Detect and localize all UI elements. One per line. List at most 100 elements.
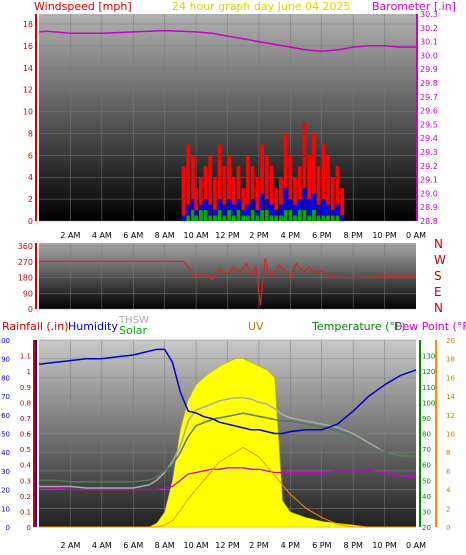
gust-bar (255, 177, 260, 221)
wind-x-tick-label: 10 PM (372, 231, 397, 240)
low-wind-bar (307, 215, 312, 221)
gust-bar (236, 166, 241, 221)
gust-bar (283, 133, 288, 221)
uv-tick-label: 0 (446, 524, 450, 532)
direction-tick-label: 0 (28, 305, 33, 314)
barometer-tick-label: 29.3 (420, 148, 438, 157)
barometer-tick-label: 29.2 (420, 162, 438, 171)
uv-tick-label: 2 (446, 505, 450, 513)
average-wind-bar (222, 204, 227, 221)
average-wind-bar (316, 204, 321, 221)
gust-bar (241, 188, 246, 221)
gust-bar (217, 144, 222, 221)
wind-x-tick-label: 2 AM (60, 231, 80, 240)
gust-bar (246, 155, 250, 221)
rain-tick-label: 0.8 (20, 399, 31, 407)
wind-x-tick-label: 10 AM (184, 231, 209, 240)
low-wind-bar (260, 210, 264, 221)
low-wind-bar (297, 210, 302, 221)
low-wind-bar (194, 215, 198, 221)
wind-tick-label: 16 (23, 42, 33, 51)
gust-bar (274, 188, 279, 221)
wind-x-tick-label: 4 AM (92, 231, 112, 240)
humidity-tick-label: 20 (1, 487, 10, 495)
wind-x-tick-label: 6 PM (312, 231, 331, 240)
wind-tick-label: 4 (28, 173, 33, 182)
uv-tick-label: 10 (446, 431, 455, 439)
gust-bar (321, 144, 326, 221)
uv-tick-label: 14 (446, 393, 455, 401)
low-wind-bar (302, 210, 307, 221)
low-wind-bar (288, 210, 293, 221)
humidity-tick-label: 90 (1, 356, 10, 364)
humidity-tick-label: 0 (6, 524, 10, 532)
barometer-tick-label: 30.0 (420, 51, 438, 60)
barometer-tick-label: 29.1 (420, 176, 438, 185)
average-wind-bar (340, 215, 345, 221)
legend-uv: UV (248, 320, 264, 333)
climate-x-tick-label: 4 AM (92, 541, 112, 550)
direction-line (39, 258, 416, 306)
low-wind-bar (335, 215, 340, 221)
gust-bar (250, 166, 255, 221)
low-wind-bar (203, 210, 208, 221)
low-wind-bar (213, 215, 217, 221)
uv-tick-label: 6 (446, 468, 451, 476)
barometer-tick-label: 29.6 (420, 107, 438, 116)
rain-tick-label: 0.1 (20, 508, 31, 516)
legend-humidity: Humidity (68, 320, 118, 333)
temperature-tick-label: 20 (422, 524, 431, 532)
gust-bar (340, 188, 345, 221)
low-wind-bar (217, 210, 222, 221)
average-wind-bar (321, 199, 326, 221)
compass-letter: N (434, 237, 443, 251)
low-wind-bar (186, 215, 191, 221)
gust-bar (194, 188, 198, 221)
gust-bar (316, 166, 321, 221)
barometer-tick-label: 28.8 (420, 217, 438, 226)
wind-axis-title: Windspeed [mph] (34, 0, 132, 13)
average-wind-bar (260, 193, 264, 221)
climate-x-tick-label: 0 AM (406, 541, 426, 550)
uv-tick-label: 8 (446, 449, 450, 457)
humidity-line (38, 348, 417, 435)
temperature-tick-label: 30 (422, 508, 431, 516)
chart-title: 24 hour graph day June 04 2025 (172, 0, 351, 13)
low-wind-bar (283, 210, 288, 221)
temperature-tick-label: 100 (422, 399, 435, 407)
gust-bar (335, 166, 340, 221)
low-wind-bar (250, 210, 255, 221)
gust-bar (198, 177, 203, 221)
climate-x-tick-label: 2 AM (60, 541, 80, 550)
temperature-tick-label: 90 (422, 415, 431, 423)
temperature-tick-label: 70 (422, 446, 431, 454)
barometer-line (38, 29, 416, 53)
temperature-tick-label: 60 (422, 462, 431, 470)
wind-tick-label: 18 (23, 20, 33, 29)
low-wind-bar (274, 215, 279, 221)
climate-x-tick-label: 12 PM (215, 541, 240, 550)
gust-bar (326, 155, 330, 221)
legend-thsw: THSW (118, 315, 149, 326)
gust-bar (213, 177, 217, 221)
barometer-tick-label: 30.3 (420, 10, 438, 19)
humidity-tick-label: 80 (1, 374, 10, 382)
low-wind-bar (236, 210, 241, 221)
climate-x-tick-label: 6 AM (123, 541, 143, 550)
gust-bar (312, 133, 316, 221)
climate-x-tick-label: 10 PM (372, 541, 397, 550)
rain-tick-label: 0.2 (20, 493, 31, 501)
rain-tick-label: 1 (27, 368, 31, 376)
low-wind-bar (227, 210, 231, 221)
low-wind-bar (198, 210, 203, 221)
dewpoint-line (39, 467, 417, 491)
barometer-tick-label: 29.8 (420, 79, 438, 88)
rain-tick-label: 1.1 (20, 353, 31, 361)
wind-tick-label: 6 (28, 151, 33, 160)
low-wind-bar (191, 210, 195, 221)
low-wind-bar (293, 215, 297, 221)
gust-bar (288, 155, 293, 221)
gust-bar (181, 166, 186, 221)
gust-bar (227, 155, 231, 221)
